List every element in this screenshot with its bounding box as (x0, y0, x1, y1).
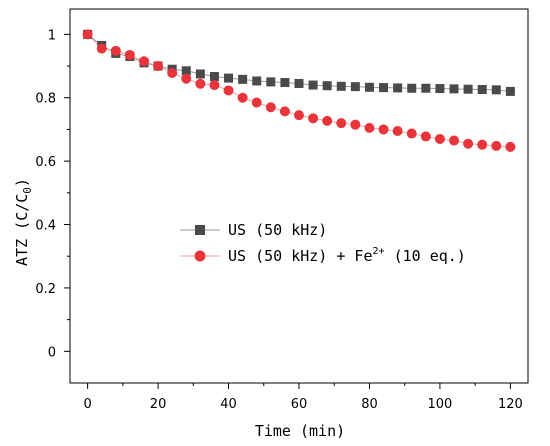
legend-marker-us (195, 225, 205, 235)
y-axis-title: ATZ (C/C0) (13, 178, 34, 266)
legend-label-us-fe: US (50 kHz) + Fe2+ (10 eq.) (228, 246, 466, 265)
data-point-square (350, 82, 360, 92)
data-point-square (364, 82, 374, 92)
y-tick-label: 0.6 (35, 155, 56, 170)
data-point-square (505, 86, 515, 96)
y-tick-label: 0 (48, 345, 56, 360)
y-axis-title-sub: 0 (21, 187, 34, 194)
data-point-circle (336, 118, 347, 129)
data-point-square (379, 83, 389, 93)
y-tick-label: 0.4 (35, 219, 56, 234)
data-point-circle (364, 122, 375, 133)
series-line-1 (87, 34, 511, 148)
data-point-circle (308, 113, 319, 124)
data-point-square (322, 81, 332, 91)
data-point-circle (322, 115, 333, 126)
data-point-circle (434, 133, 445, 144)
data-point-square (224, 73, 234, 83)
data-point-circle (96, 43, 107, 54)
plot-frame (69, 8, 529, 384)
data-point-circle (477, 139, 488, 150)
data-point-circle (279, 106, 290, 117)
data-point-circle (294, 110, 304, 121)
data-point-circle (378, 124, 389, 135)
x-tick-label: 100 (428, 397, 453, 412)
data-point-circle (110, 45, 121, 56)
legend-label-us-fe-main: US (50 kHz) + Fe (228, 247, 373, 265)
x-tick-label: 40 (220, 397, 237, 412)
data-point-circle (124, 49, 135, 60)
x-tick-label: 20 (150, 397, 167, 412)
y-tick-label: 1 (48, 28, 56, 43)
data-point-circle (265, 102, 276, 113)
y-tick-label: 0.8 (35, 92, 56, 107)
data-point-circle (209, 80, 220, 91)
data-point-square (463, 84, 473, 94)
data-point-circle (463, 138, 474, 149)
data-point-circle (195, 78, 206, 89)
legend-label-us-fe-sup: 2+ (373, 246, 385, 257)
data-point-square (280, 78, 290, 88)
data-point-square (238, 74, 248, 84)
legend-marker-us-fe (194, 250, 206, 262)
data-point-square (421, 83, 431, 93)
data-point-circle (406, 128, 417, 139)
legend-label-us: US (50 kHz) (228, 221, 327, 239)
data-point-square (393, 83, 403, 93)
data-point-square (477, 85, 487, 95)
data-point-circle (505, 141, 516, 152)
data-point-square (449, 84, 459, 94)
plot-area (69, 8, 529, 384)
data-point-circle (223, 85, 234, 96)
x-tick-label: 80 (361, 397, 378, 412)
x-tick-label: 0 (83, 397, 91, 412)
legend: US (50 kHz) US (50 kHz) + Fe2+ (10 eq.) (180, 221, 466, 265)
legend-label-us-fe-tail: (10 eq.) (385, 247, 466, 265)
data-point-circle (181, 73, 192, 84)
data-point-circle (420, 131, 431, 142)
data-point-circle (449, 135, 460, 146)
x-tick-label: 60 (291, 397, 308, 412)
data-point-circle (237, 92, 248, 103)
series-layer (82, 29, 516, 152)
data-point-circle (82, 29, 93, 40)
data-point-square (435, 84, 445, 94)
data-point-circle (491, 140, 502, 151)
data-point-square (195, 69, 205, 79)
data-point-square (491, 85, 501, 95)
data-point-square (252, 76, 262, 86)
data-point-square (209, 72, 219, 82)
data-point-circle (350, 119, 361, 130)
data-point-circle (392, 126, 403, 137)
x-tick-label: 120 (498, 397, 523, 412)
data-point-circle (167, 68, 178, 79)
y-axis-title-main: ATZ (C/C (13, 194, 31, 266)
data-point-square (407, 83, 417, 93)
data-point-square (308, 80, 318, 90)
data-point-circle (153, 61, 164, 72)
data-point-square (266, 77, 276, 87)
data-point-square (336, 81, 346, 91)
data-point-square (181, 66, 191, 76)
data-point-circle (251, 97, 262, 108)
data-point-square (294, 78, 304, 88)
x-axis-title: Time (min) (255, 422, 345, 440)
axes: 0 20 40 60 80 100 120 0 0.2 0.4 0.6 0.8 1 (35, 28, 522, 412)
y-tick-label: 0.2 (35, 282, 56, 297)
y-axis-title-close: ) (13, 178, 31, 187)
data-point-circle (138, 56, 149, 67)
